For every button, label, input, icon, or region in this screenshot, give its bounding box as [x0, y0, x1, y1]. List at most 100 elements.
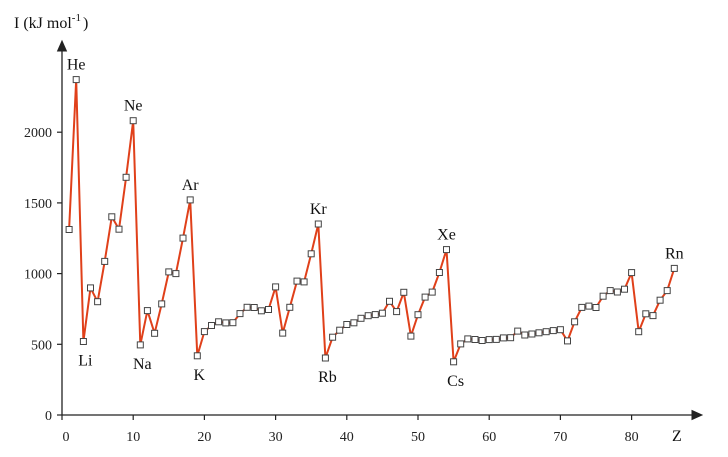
data-point [514, 327, 522, 335]
data-point [670, 264, 678, 272]
data-point [336, 326, 344, 334]
x-tick-label: 60 [482, 430, 496, 445]
data-point [200, 328, 208, 336]
data-point [179, 234, 187, 242]
data-point [122, 173, 130, 181]
x-tick-label: 0 [63, 430, 70, 445]
x-tick-label: 40 [340, 430, 354, 445]
data-point [628, 269, 636, 277]
data-point [571, 318, 579, 326]
data-point [265, 306, 272, 313]
data-point [549, 327, 557, 335]
data-point [656, 296, 664, 304]
data-point [606, 287, 614, 295]
data-point [535, 329, 543, 337]
data-point [386, 297, 393, 305]
data-point [592, 304, 600, 311]
data-point [542, 328, 550, 336]
data-point [208, 322, 215, 329]
data-point [556, 326, 564, 334]
x-tick-label: 80 [625, 430, 639, 445]
element-label: He [67, 57, 86, 74]
data-point [300, 278, 308, 286]
data-point [136, 341, 144, 349]
data-point [649, 312, 657, 320]
data-point [357, 314, 365, 322]
data-point [108, 213, 116, 221]
data-point [421, 293, 429, 301]
axes [56, 39, 704, 421]
data-point [65, 226, 73, 233]
x-tick-label: 20 [197, 430, 211, 445]
x-axis-title: Z [672, 428, 682, 445]
data-point [450, 358, 458, 366]
data-point [229, 319, 237, 327]
data-point [243, 303, 251, 311]
data-point [222, 319, 230, 327]
data-point [642, 310, 650, 318]
data-point [79, 338, 87, 345]
data-point [186, 196, 194, 204]
data-point [364, 312, 372, 320]
x-tick-label: 70 [553, 430, 567, 445]
data-point [428, 288, 436, 296]
data-point [257, 307, 265, 315]
data-point [115, 225, 123, 233]
data-point [407, 332, 415, 340]
data-points [65, 76, 678, 366]
data-point [378, 309, 386, 317]
data-point [507, 334, 515, 342]
data-point [492, 335, 500, 343]
x-ticks: 10 20 30 40 50 60 70 80 0 [61, 415, 639, 445]
data-point [151, 329, 159, 337]
data-point [414, 311, 422, 319]
y-axis-title: I (kJ mol-1) [14, 12, 88, 32]
data-point [87, 284, 94, 292]
data-point [129, 117, 137, 125]
data-point [528, 330, 536, 338]
y-tick-label: 500 [31, 338, 52, 353]
data-point [435, 269, 443, 276]
data-point [464, 335, 472, 343]
data-point [250, 304, 258, 311]
element-label: Rb [318, 369, 337, 386]
element-label: Xe [437, 227, 456, 244]
y-axis-title-main: I (kJ mol [14, 15, 72, 32]
data-point [585, 302, 593, 310]
data-point [393, 308, 401, 316]
element-label: Na [133, 356, 152, 373]
data-point [293, 277, 301, 285]
data-point [599, 292, 607, 300]
data-point [329, 333, 337, 341]
data-point [613, 288, 621, 296]
x-tick-label: 50 [411, 430, 425, 445]
data-point [457, 340, 465, 348]
y-tick-label: 1000 [24, 268, 52, 283]
element-label: Ne [124, 98, 143, 115]
data-point [94, 298, 102, 306]
data-point [621, 285, 628, 293]
y-tick-label: 1500 [24, 197, 52, 212]
y-ticks: 0 500 1000 1500 2000 [24, 126, 62, 424]
data-point [172, 270, 180, 278]
data-point [193, 352, 201, 360]
element-label: Li [78, 353, 93, 370]
data-point [321, 354, 329, 362]
data-point [143, 307, 151, 315]
data-point [499, 334, 507, 342]
data-point [400, 288, 408, 296]
data-point [564, 337, 571, 345]
element-label: Ar [182, 177, 200, 194]
data-point [471, 336, 479, 343]
data-point [443, 246, 450, 254]
data-point [485, 336, 493, 344]
data-point [314, 220, 322, 228]
y-tick-label: 0 [45, 409, 52, 424]
x-tick-label: 30 [269, 430, 283, 445]
data-point [272, 283, 280, 291]
data-point [578, 303, 586, 311]
data-point [101, 257, 109, 265]
y-tick-label: 2000 [24, 126, 52, 141]
